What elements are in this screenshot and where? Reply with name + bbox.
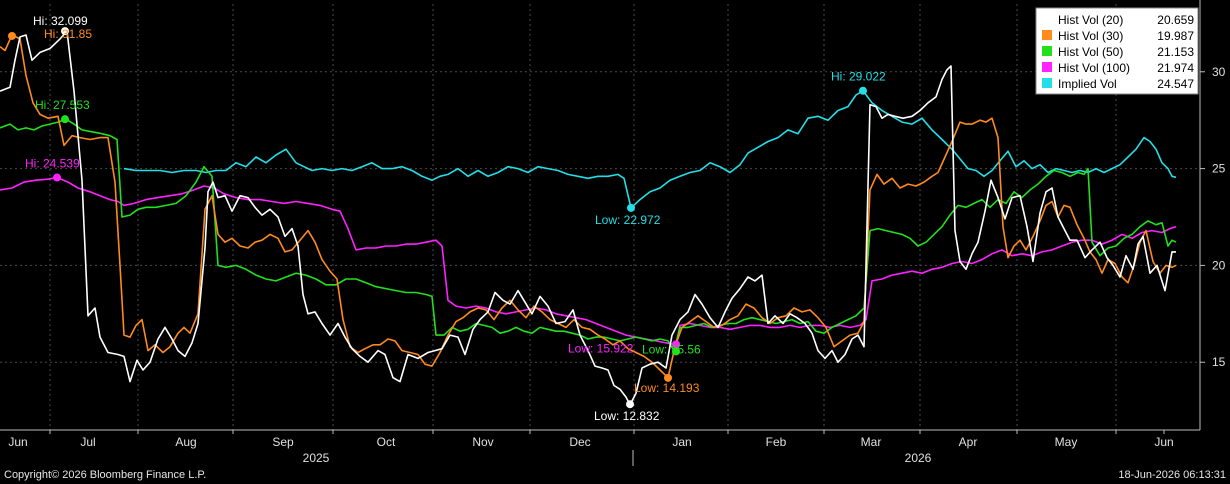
annotation-label-1: Hi: 31.85 <box>44 27 92 41</box>
legend-label-1: Hist Vol (30) <box>1058 29 1123 43</box>
annotation-label-9: Low: 12.832 <box>594 409 660 423</box>
annotation-marker-7 <box>672 347 680 356</box>
annotation-label-2: Hi: 27.553 <box>35 98 90 112</box>
annotation-marker-9 <box>626 400 634 409</box>
annotation-marker-2 <box>61 115 69 124</box>
x-tick-label-may-11: May <box>1055 435 1078 449</box>
x-tick-label-nov-5: Nov <box>472 435 493 449</box>
x-tick-label-feb-8: Feb <box>766 435 787 449</box>
grid <box>0 4 1200 430</box>
x-tick-label-jun-12: Jun <box>1154 435 1173 449</box>
series-line-hist-vol-30 <box>0 34 1177 379</box>
x-year-label-2025: 2025 <box>303 451 330 465</box>
annotation-marker-6 <box>672 340 680 349</box>
x-tick-label-apr-10: Apr <box>959 435 978 449</box>
legend-swatch-4 <box>1042 78 1052 88</box>
legend-swatch-2 <box>1042 46 1052 56</box>
x-tick-label-oct-4: Oct <box>377 435 396 449</box>
legend-label-0: Hist Vol (20) <box>1058 13 1123 27</box>
y-tick-label-20: 20 <box>1212 258 1226 272</box>
x-tick-label-jun-0: Jun <box>8 435 27 449</box>
annotation-label-4: Hi: 29.022 <box>831 70 886 84</box>
legend-value-0: 20.659 <box>1157 13 1194 27</box>
legend-value-2: 21.153 <box>1157 45 1194 59</box>
annotation-label-3: Hi: 24.539 <box>25 157 80 171</box>
annotation-marker-3 <box>53 173 61 182</box>
legend-swatch-1 <box>1042 30 1052 40</box>
annotation-marker-0 <box>61 27 69 36</box>
series-line-hist-vol-50 <box>0 118 1177 352</box>
annotation-marker-5 <box>627 203 635 212</box>
series-lines <box>0 30 1177 406</box>
annotation-label-5: Low: 22.972 <box>595 213 661 227</box>
x-tick-label-sep-3: Sep <box>272 435 294 449</box>
legend-box <box>1035 7 1199 95</box>
annotation-label-8: Low: 14.193 <box>634 381 700 395</box>
legend-value-1: 19.987 <box>1157 29 1194 43</box>
annotation-marker-4 <box>859 86 867 95</box>
timestamp-text: 18-Jun-2026 06:13:31 <box>1118 469 1226 481</box>
legend[interactable]: Hist Vol (20) 20.659 Hist Vol (30) 19.987 Hi… <box>1035 7 1199 95</box>
legend-label-2: Hist Vol (50) <box>1058 45 1123 59</box>
x-tick-label-dec-6: Dec <box>569 435 590 449</box>
y-tick-label-25: 25 <box>1212 162 1226 176</box>
legend-label-4: Implied Vol <box>1058 77 1117 91</box>
x-tick-label-jul-1: Jul <box>80 435 95 449</box>
legend-value-4: 24.547 <box>1157 77 1194 91</box>
y-tick-label-15: 15 <box>1212 355 1226 369</box>
legend-swatch-0 <box>1042 14 1052 24</box>
x-tick-label-mar-9: Mar <box>861 435 882 449</box>
legend-value-3: 21.974 <box>1157 61 1194 75</box>
x-tick-label-jan-7: Jan <box>672 435 691 449</box>
series-line-implied-vol <box>123 89 1177 209</box>
legend-swatch-3 <box>1042 62 1052 72</box>
annotation-label-6: Low: 15.922 <box>568 341 634 355</box>
annotation-marker-8 <box>664 373 672 382</box>
x-tick-label-aug-2: Aug <box>175 435 196 449</box>
annotation-label-7: Low: 15.56 <box>642 342 701 356</box>
annotation-label-0: Hi: 32.099 <box>33 14 88 28</box>
x-year-label-2026: 2026 <box>905 451 932 465</box>
copyright-text: Copyright© 2026 Bloomberg Finance L.P. <box>4 469 207 481</box>
legend-label-3: Hist Vol (100) <box>1058 61 1130 75</box>
series-line-hist-vol-20 <box>0 30 1176 406</box>
annotation-marker-1 <box>8 31 16 40</box>
y-tick-label-30: 30 <box>1212 65 1226 79</box>
